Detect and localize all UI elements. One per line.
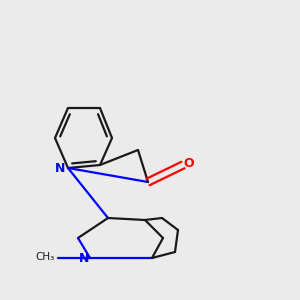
Text: N: N <box>55 161 66 175</box>
Text: N: N <box>79 251 89 265</box>
Text: O: O <box>184 157 194 170</box>
Text: CH₃: CH₃ <box>35 252 54 262</box>
